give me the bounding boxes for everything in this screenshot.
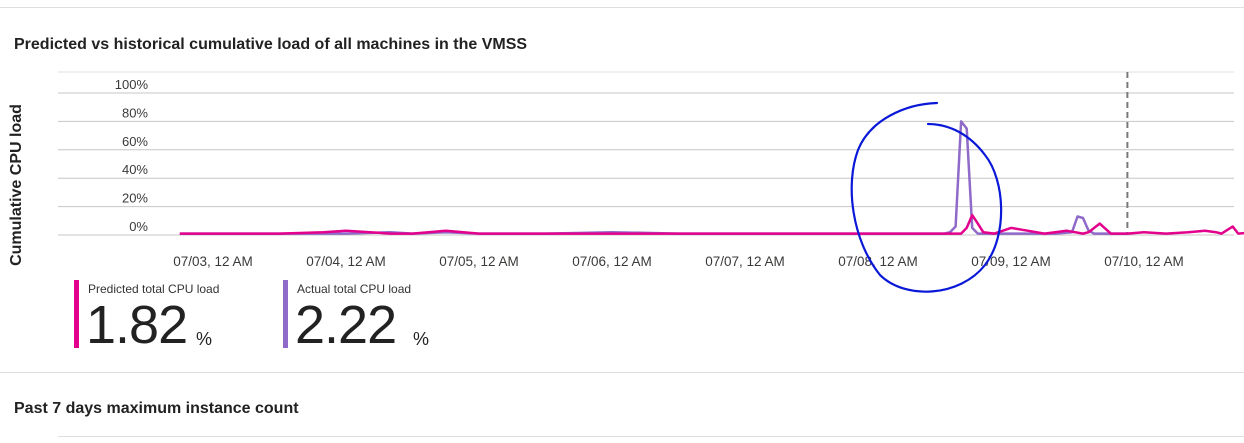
top-divider <box>0 7 1244 8</box>
legend-actual: Actual total CPU load 2.22 % <box>283 280 483 354</box>
legend-predicted-color-bar <box>74 280 79 348</box>
section-divider <box>0 372 1244 373</box>
chart-title: Predicted vs historical cumulative load … <box>14 36 528 53</box>
legend-actual-color-bar <box>283 280 288 348</box>
legend-actual-unit: % <box>413 329 430 349</box>
legend-predicted-unit: % <box>196 329 213 349</box>
legend-predicted-value: 1.82 <box>86 295 188 355</box>
legend-predicted: Predicted total CPU load 1.82 % <box>74 280 274 354</box>
annotation-circle <box>850 101 1003 293</box>
predicted-cpu-line <box>179 213 1244 235</box>
y-tick-label: 40% <box>122 162 148 177</box>
instance-count-title: Past 7 days maximum instance count <box>14 400 299 417</box>
legend-actual-value: 2.22 <box>295 295 397 355</box>
y-tick-label: 0% <box>129 219 148 234</box>
y-tick-label: 20% <box>122 191 148 206</box>
x-tick-label: 07/06, 12 AM <box>572 254 652 269</box>
x-tick-label: 07/10, 12 AM <box>1104 254 1184 269</box>
legend-actual-label: Actual total CPU load <box>297 282 412 296</box>
actual-cpu-line <box>179 120 1128 235</box>
y-tick-label: 80% <box>122 105 148 120</box>
x-tick-label: 07/03, 12 AM <box>173 254 253 269</box>
instance-chart-top-line <box>58 436 1244 437</box>
cpu-load-chart: 0% 20% 40% 60% 80% 100% 07/03, 12 AM 07/04, 12 … <box>58 71 1244 293</box>
x-tick-label: 07/04, 12 AM <box>306 254 386 269</box>
x-tick-label: 07/08, 12 AM <box>838 254 918 269</box>
y-tick-label: 60% <box>122 134 148 149</box>
y-tick-label: 100% <box>115 77 149 92</box>
legend-predicted-label: Predicted total CPU load <box>88 282 220 296</box>
x-tick-label: 07/07, 12 AM <box>705 254 785 269</box>
x-tick-label: 07/05, 12 AM <box>439 254 519 269</box>
